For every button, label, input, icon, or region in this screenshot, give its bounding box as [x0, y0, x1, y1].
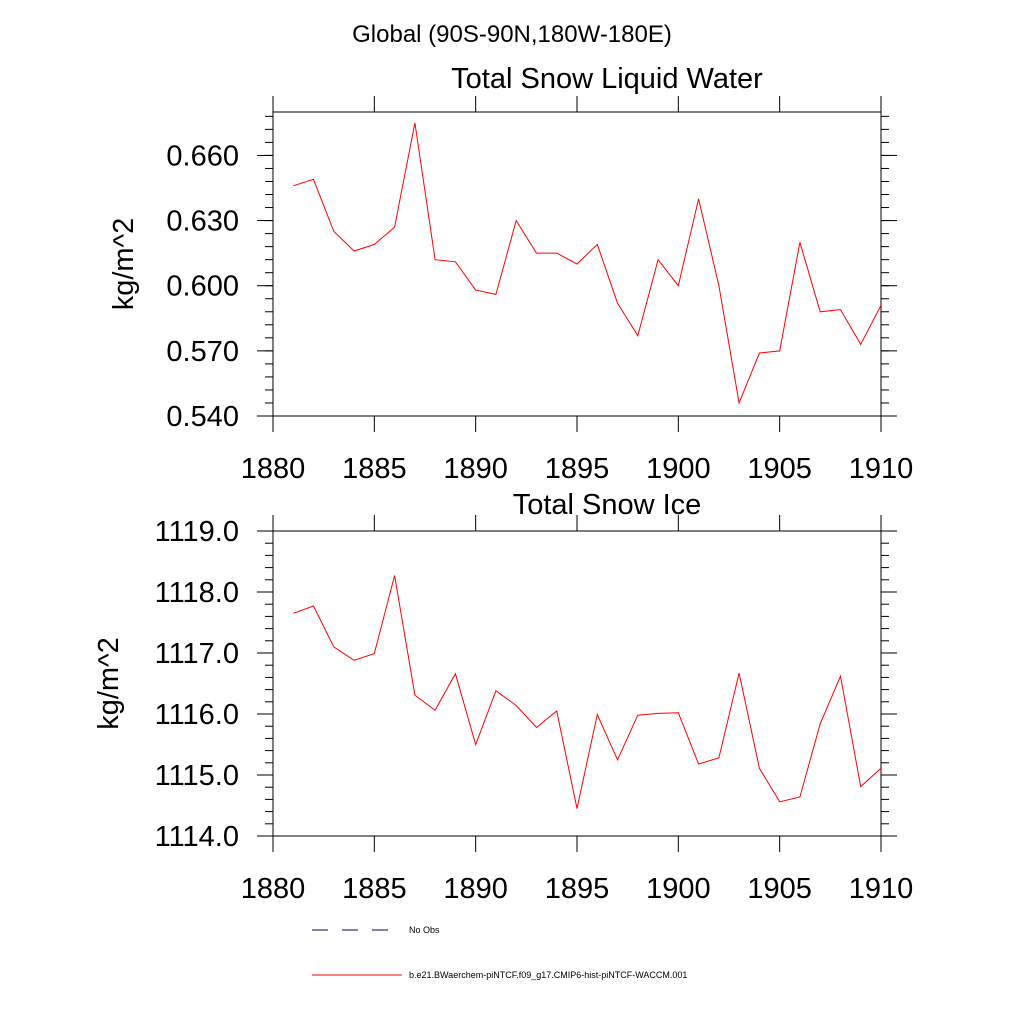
x-tick-label: 1895: [545, 873, 610, 905]
y-tick-label: 0.540: [166, 401, 239, 433]
legend-model-label: b.e21.BWaerchem-piNTCF.f09_g17.CMIP6-his…: [409, 970, 687, 980]
y-tick-label: 1117.0: [155, 638, 239, 670]
page-title: Global (90S-90N,180W-180E): [352, 21, 672, 48]
x-tick-label: 1880: [241, 453, 306, 485]
y-tick-label: 0.630: [166, 206, 239, 238]
chart-title: Total Snow Liquid Water: [451, 63, 763, 95]
panel-total-snow-ice: Total Snow Ice kg/m^2 1880 1885 1890 1895 1900…: [93, 489, 913, 905]
y-axis-label: kg/m^2: [108, 218, 140, 311]
x-tick-label: 1885: [342, 453, 407, 485]
x-tick-label: 1900: [646, 453, 711, 485]
y-tick-label: 1115.0: [155, 760, 239, 792]
x-tick-label: 1910: [849, 453, 914, 485]
y-axis-label: kg/m^2: [93, 637, 125, 730]
y-tick-label: 1119.0: [155, 516, 239, 548]
y-tick-label: 0.570: [166, 336, 239, 368]
y-tick-label: 1114.0: [155, 821, 239, 853]
y-tick-label: 1116.0: [155, 699, 239, 731]
x-tick-label: 1910: [849, 873, 914, 905]
legend-no-obs-label: No Obs: [409, 925, 440, 935]
legend: No Obs b.e21.BWaerchem-piNTCF.f09_g17.CM…: [312, 925, 687, 980]
panel-total-snow-liquid-water: Total Snow Liquid Water kg/m^2 1880 1885 189…: [108, 63, 913, 485]
x-tick-label: 1900: [646, 873, 711, 905]
x-tick-label: 1880: [241, 873, 306, 905]
plot-frame: [272, 530, 882, 837]
x-tick-label: 1890: [443, 453, 508, 485]
x-tick-label: 1905: [747, 873, 812, 905]
x-tick-label: 1905: [747, 453, 812, 485]
y-tick-label: 0.600: [166, 271, 239, 303]
x-tick-label: 1895: [545, 453, 610, 485]
y-tick-label: 1118.0: [155, 577, 239, 609]
series-line: [293, 575, 882, 809]
series-line: [293, 122, 882, 405]
chart-title: Total Snow Ice: [513, 489, 702, 521]
y-tick-label: 0.660: [166, 140, 239, 172]
x-tick-label: 1890: [443, 873, 508, 905]
x-tick-label: 1885: [342, 873, 407, 905]
